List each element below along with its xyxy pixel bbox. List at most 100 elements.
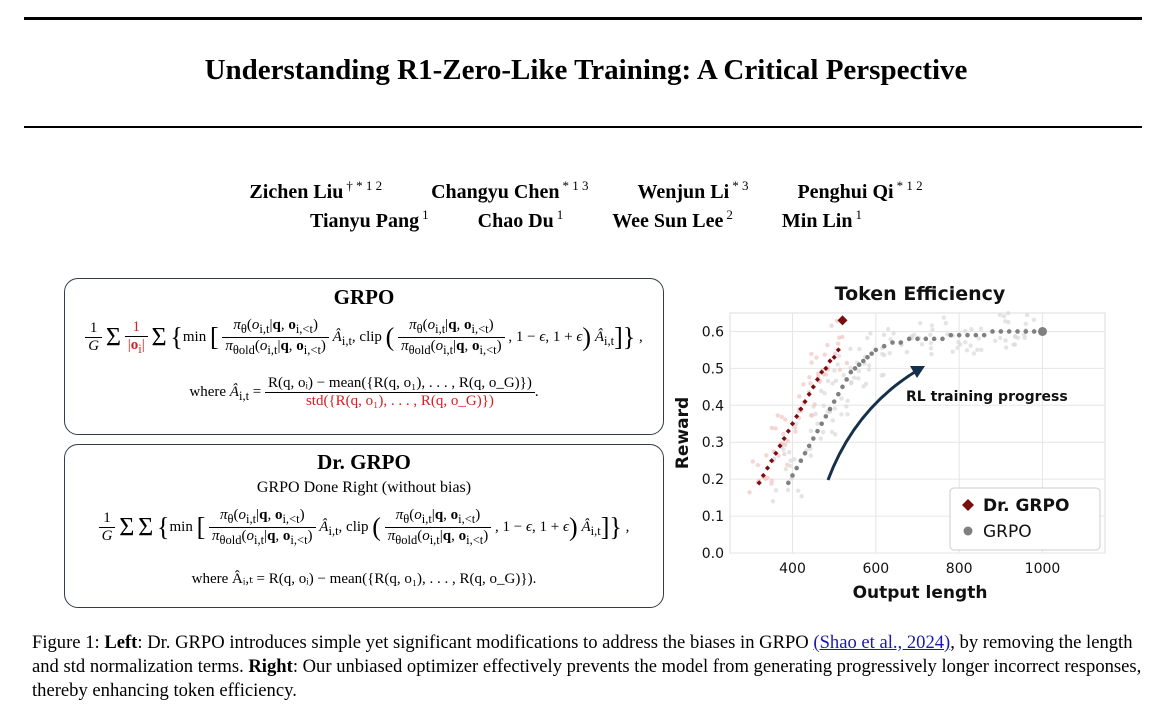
background-point	[928, 332, 933, 338]
background-point	[769, 425, 774, 431]
grpo-point	[873, 347, 879, 353]
background-point	[836, 353, 842, 358]
grpo-point	[819, 421, 824, 427]
legend-label-drgrpo: Dr. GRPO	[983, 496, 1069, 516]
title-rule	[24, 126, 1142, 128]
background-point	[815, 371, 821, 376]
grpo-box-title: GRPO	[333, 285, 395, 309]
grpo-point	[890, 340, 895, 345]
legend-marker-drgrpo	[962, 499, 974, 511]
background-point	[782, 451, 787, 457]
background-point	[971, 351, 977, 356]
grpo-point	[981, 332, 987, 338]
background-point	[770, 499, 776, 504]
advantage-numerator: R(q, oᵢ) − mean({R(q, o₁), . . . , R(q, …	[265, 375, 535, 393]
background-point	[1003, 345, 1009, 350]
background-point	[808, 428, 814, 434]
x-axis-label: Output length	[853, 583, 988, 603]
x-tick-label: 800	[946, 561, 973, 577]
caption-left-label: Left	[104, 632, 138, 653]
grpo-point	[806, 443, 812, 449]
background-point	[809, 351, 814, 357]
background-point	[881, 372, 886, 377]
background-point	[832, 406, 838, 411]
progress-annotation: RL training progress	[906, 389, 1068, 405]
grpo-point	[973, 332, 979, 338]
grpo-point	[906, 336, 912, 342]
background-point	[787, 449, 792, 455]
background-point	[832, 368, 837, 373]
background-point	[930, 327, 935, 333]
grpo-point	[915, 336, 920, 342]
background-point	[941, 315, 947, 320]
background-point	[1024, 312, 1030, 318]
y-axis-label: Reward	[673, 397, 693, 469]
background-point	[956, 340, 961, 345]
grpo-point	[956, 332, 962, 338]
drgrpo-point	[798, 406, 804, 412]
grpo-point	[856, 362, 862, 367]
background-point	[787, 463, 793, 469]
background-point	[848, 365, 853, 371]
background-point	[1003, 338, 1008, 343]
background-point	[808, 413, 814, 418]
background-point	[844, 360, 850, 366]
arrow-head	[910, 366, 925, 378]
background-point	[793, 421, 799, 427]
background-point	[928, 340, 934, 346]
drgrpo-box-title: Dr. GRPO	[317, 450, 411, 474]
grpo-point	[869, 351, 874, 356]
grpo-point	[802, 451, 808, 456]
background-point	[891, 331, 896, 336]
background-point	[750, 459, 755, 464]
background-point	[1012, 342, 1018, 347]
grpo-point	[823, 414, 829, 419]
citation-link[interactable]: (Shao et al., 2024)	[813, 632, 951, 653]
grpo-point	[1038, 326, 1047, 336]
background-point	[904, 349, 910, 355]
background-point	[814, 355, 819, 360]
background-point	[773, 426, 778, 431]
drgrpo-point	[777, 443, 783, 449]
grpo-point	[852, 366, 858, 371]
grpo-point	[815, 428, 820, 434]
grpo-point	[794, 465, 799, 471]
background-point	[975, 347, 980, 353]
grpo-point	[831, 399, 837, 404]
grpo-point	[844, 377, 849, 382]
background-point	[929, 323, 935, 328]
background-point	[919, 342, 925, 347]
grpo-point	[940, 336, 945, 342]
background-point	[866, 367, 872, 372]
drgrpo-point	[806, 391, 812, 397]
grpo-point	[990, 329, 995, 334]
y-tick-label: 0.3	[702, 435, 724, 451]
grpo-point	[786, 480, 791, 486]
background-point	[747, 490, 752, 495]
background-point	[979, 347, 984, 353]
background-point	[839, 396, 844, 401]
caption-label: Figure 1:	[32, 632, 100, 653]
background-point	[793, 429, 798, 434]
grpo-point	[811, 436, 816, 441]
background-point	[820, 429, 826, 435]
background-point	[825, 378, 831, 384]
background-point	[840, 334, 845, 340]
grpo-point	[865, 355, 870, 360]
background-point	[809, 360, 814, 365]
legend-label-grpo: GRPO	[983, 522, 1032, 542]
background-point	[863, 381, 869, 387]
background-point	[823, 372, 829, 377]
background-point	[821, 403, 826, 408]
background-point	[964, 347, 970, 353]
background-point	[781, 447, 786, 452]
paper-title: Understanding R1-Zero-Like Training: A C…	[204, 54, 968, 86]
background-point	[963, 340, 968, 345]
background-point	[799, 494, 804, 499]
background-point	[845, 412, 850, 417]
author: Wenjun Li * 3	[637, 178, 749, 203]
caption-right-label: Right	[248, 656, 293, 677]
drgrpo-point	[827, 358, 833, 364]
